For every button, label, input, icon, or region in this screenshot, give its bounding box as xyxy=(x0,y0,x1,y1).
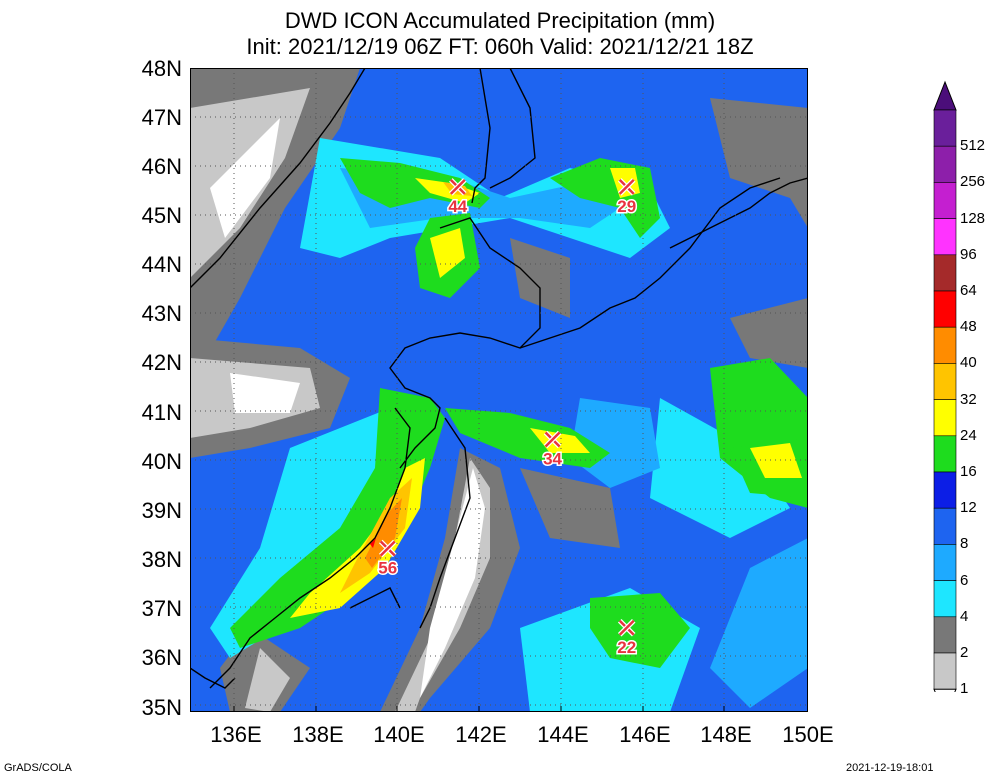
colorbar-label: 48 xyxy=(960,318,977,336)
colorbar-label: 64 xyxy=(960,282,977,299)
coastlines xyxy=(190,68,808,689)
marker-x-icon xyxy=(379,540,396,557)
colorbar-segment xyxy=(933,290,957,328)
colorbar-label: 16 xyxy=(960,463,977,480)
lat-label-46n: 46N xyxy=(141,154,182,179)
max-marker: 29 xyxy=(616,178,638,217)
lon-label-136e: 136E xyxy=(210,722,262,747)
colorbar-label: 32 xyxy=(960,390,977,408)
colorbar-label: 1 xyxy=(960,680,969,698)
colorbar-bottom-arrow xyxy=(933,688,957,692)
colorbar-segment xyxy=(933,399,957,437)
marker-value-label: 29 xyxy=(617,197,636,216)
lat-label-38n: 38N xyxy=(141,547,182,572)
lat-label-42n: 42N xyxy=(141,350,182,375)
lon-label-150e: 150E xyxy=(782,722,834,747)
colorbar-label: 40 xyxy=(960,354,977,372)
colorbar-segment xyxy=(933,580,957,618)
marker-x-icon xyxy=(618,179,635,195)
colorbar-label: 2 xyxy=(960,644,969,661)
lat-label-45n: 45N xyxy=(141,203,182,228)
max-marker: 56 xyxy=(377,539,399,579)
colorbar-segment xyxy=(933,218,957,256)
colorbar-segment xyxy=(933,326,957,364)
colorbar-label: 6 xyxy=(960,571,969,589)
lat-label-39n: 39N xyxy=(141,498,182,523)
marker-value-label: 56 xyxy=(378,559,397,578)
max-marker: 34 xyxy=(542,430,564,470)
lat-label-44n: 44N xyxy=(141,252,182,277)
colorbar-label: 12 xyxy=(960,499,977,517)
lat-label-36n: 36N xyxy=(141,645,182,670)
lat-label-41n: 41N xyxy=(141,400,182,425)
axis-ticks xyxy=(233,706,725,712)
colorbar-segment xyxy=(933,507,957,545)
colorbar-segment xyxy=(933,109,957,147)
lat-label-48n: 48N xyxy=(141,56,182,81)
marker-value-label: 44 xyxy=(448,197,467,216)
colorbar-segment xyxy=(933,435,957,473)
footer-timestamp: 2021-12-19-18:01 xyxy=(846,762,934,774)
colorbar-segment xyxy=(933,544,957,581)
colorbar-segment xyxy=(933,145,957,183)
max-marker: 44 xyxy=(447,178,469,217)
colorbar-segment xyxy=(933,363,957,400)
colorbar-label: 4 xyxy=(960,607,969,625)
footer-credit: GrADS/COLA xyxy=(4,762,72,774)
marker-x-icon xyxy=(449,179,466,195)
colorbar-label: 8 xyxy=(960,535,969,553)
colorbar-label: 96 xyxy=(960,245,977,263)
max-marker: 22 xyxy=(616,619,638,658)
precipitation-map: 44 29 34 56 22 xyxy=(190,68,808,712)
lat-label-40n: 40N xyxy=(141,449,182,474)
marker-value-label: 34 xyxy=(543,450,562,469)
lat-label-37n: 37N xyxy=(141,596,182,621)
grid-lines xyxy=(190,68,808,712)
lon-label-138e: 138E xyxy=(292,722,344,747)
map-subtitle: Init: 2021/12/19 06Z FT: 060h Valid: 202… xyxy=(246,34,754,59)
colorbar-top-arrow xyxy=(933,80,957,111)
map-title: DWD ICON Accumulated Precipitation (mm) xyxy=(284,8,716,33)
colorbar-label: 512 xyxy=(960,137,986,155)
lon-label-140e: 140E xyxy=(373,722,425,747)
lon-label-142e: 142E xyxy=(455,722,507,747)
marker-value-label: 22 xyxy=(617,638,636,657)
colorbar-segment xyxy=(933,254,957,292)
max-markers: 44 29 34 56 22 xyxy=(377,178,638,658)
colorbar-segment xyxy=(933,652,957,690)
marker-x-icon xyxy=(618,619,635,636)
lon-label-148e: 148E xyxy=(700,722,752,747)
colorbar-segment xyxy=(933,471,957,509)
low-precip-zones xyxy=(190,68,808,712)
lat-label-35n: 35N xyxy=(141,695,182,720)
colorbar-label: 24 xyxy=(960,426,977,444)
colorbar-label: 256 xyxy=(960,173,986,191)
lat-label-43n: 43N xyxy=(141,301,182,326)
marker-x-icon xyxy=(544,431,561,448)
colorbar xyxy=(933,80,957,692)
colorbar-segment xyxy=(933,182,957,219)
colorbar-label: 128 xyxy=(960,209,986,227)
lon-label-146e: 146E xyxy=(619,722,671,747)
lon-label-144e: 144E xyxy=(537,722,589,747)
lat-label-47n: 47N xyxy=(141,105,182,130)
colorbar-segment xyxy=(933,616,957,654)
yellow-zones xyxy=(290,168,802,618)
map-frame xyxy=(190,68,808,712)
